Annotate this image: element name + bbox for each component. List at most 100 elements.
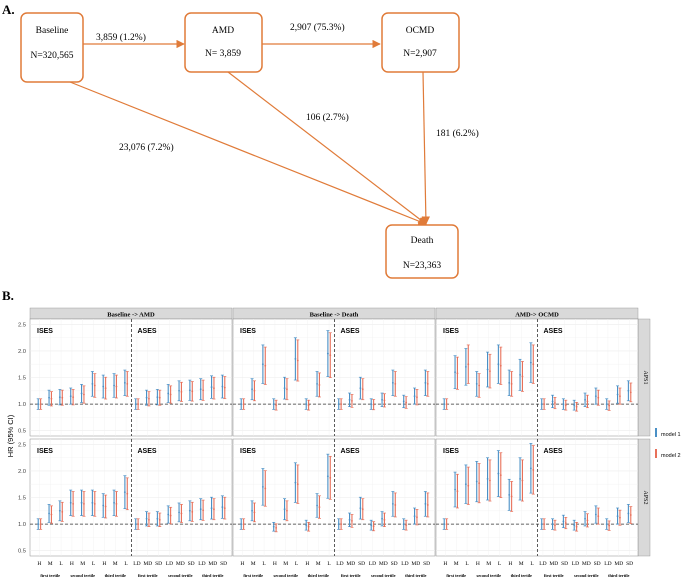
point-model-2 <box>318 506 321 508</box>
legend-label-model-2: model 2 <box>661 453 681 459</box>
point-model-1 <box>167 513 170 516</box>
point-model-2 <box>532 468 535 471</box>
point-model-1 <box>91 501 94 504</box>
point-model-1 <box>584 398 586 401</box>
point-model-2 <box>318 384 321 386</box>
x-tick-label: LD <box>539 561 546 567</box>
subpanel-label-ises: ISES <box>37 328 53 335</box>
point-model-1 <box>605 403 608 405</box>
point-model-2 <box>242 523 245 525</box>
point-model-1 <box>540 403 543 405</box>
point-model-2 <box>597 396 600 399</box>
x-tick-label: MD <box>176 561 185 567</box>
subpanel-label-ases: ASES <box>341 328 360 335</box>
point-model-2 <box>72 502 75 505</box>
point-model-1 <box>627 512 630 515</box>
point-model-2 <box>191 510 194 513</box>
point-model-2 <box>629 391 632 394</box>
point-model-1 <box>413 395 416 398</box>
node-death-name: Death <box>411 236 434 246</box>
y-tick-label: 1.0 <box>18 402 26 408</box>
point-model-1 <box>210 386 213 388</box>
x-tick-label: MD <box>379 561 388 567</box>
point-model-1 <box>529 467 532 470</box>
node-ocmd: OCMD N=2,907 <box>381 12 460 73</box>
x-tick-label: LD <box>369 561 376 567</box>
point-model-2 <box>329 354 332 357</box>
point-model-2 <box>158 518 161 521</box>
point-model-1 <box>443 403 446 405</box>
point-model-2 <box>253 389 256 392</box>
point-model-1 <box>551 523 554 525</box>
point-model-1 <box>529 361 532 364</box>
tertile-label: second tertile <box>71 573 96 578</box>
edge-baseline-death <box>69 81 427 226</box>
node-ocmd-count: N=2,907 <box>403 49 437 59</box>
tertile-label: second tertile <box>574 573 599 578</box>
point-model-1 <box>337 403 340 405</box>
x-tick-label: M <box>80 561 85 567</box>
point-model-2 <box>416 516 418 519</box>
point-model-1 <box>91 382 94 385</box>
point-model-1 <box>381 517 383 520</box>
tertile-label: first tertile <box>138 573 158 578</box>
point-model-1 <box>251 388 253 391</box>
point-model-2 <box>510 382 513 385</box>
point-model-2 <box>629 514 632 516</box>
tertile-label: first tertile <box>446 573 466 578</box>
row-strip-label: APS2 <box>642 490 648 504</box>
tertile-label: second tertile <box>477 573 502 578</box>
point-model-2 <box>394 382 397 385</box>
x-tick-label: M <box>316 561 321 567</box>
point-model-2 <box>296 359 299 362</box>
x-tick-label: LD <box>198 561 205 567</box>
point-model-1 <box>348 518 351 521</box>
point-model-2 <box>499 364 502 367</box>
point-model-1 <box>48 512 50 515</box>
point-model-2 <box>608 404 611 407</box>
point-model-2 <box>445 523 448 525</box>
x-tick-label: SD <box>626 561 633 567</box>
tertile-label: third tertile <box>202 573 223 578</box>
point-model-1 <box>464 365 467 368</box>
point-model-2 <box>104 505 107 508</box>
tertile-label: third tertile <box>511 573 532 578</box>
point-model-2 <box>307 525 310 528</box>
point-model-2 <box>61 510 64 513</box>
point-model-1 <box>475 480 478 483</box>
point-model-1 <box>305 403 308 405</box>
x-tick-label: L <box>327 561 331 567</box>
point-model-2 <box>554 402 556 404</box>
point-model-2 <box>202 389 205 392</box>
point-model-2 <box>137 403 140 405</box>
panel-a-label: A. <box>2 2 15 17</box>
point-model-2 <box>126 492 129 495</box>
point-model-2 <box>575 525 578 528</box>
y-tick-label: 1.5 <box>18 496 26 502</box>
x-tick-label: MD <box>143 561 152 567</box>
point-model-2 <box>286 388 288 391</box>
point-model-2 <box>180 390 183 393</box>
point-model-2 <box>340 523 343 525</box>
point-model-1 <box>145 396 148 399</box>
point-model-2 <box>191 390 194 393</box>
point-model-2 <box>137 523 140 525</box>
point-model-1 <box>134 523 137 525</box>
x-tick-label: H <box>240 561 244 567</box>
x-tick-label: LD <box>604 561 611 567</box>
x-tick-label: H <box>70 561 74 567</box>
x-tick-label: SD <box>358 561 365 567</box>
point-model-1 <box>316 504 318 507</box>
x-tick-label: SD <box>561 561 568 567</box>
point-model-1 <box>497 472 500 475</box>
point-model-1 <box>102 385 105 388</box>
point-model-2 <box>104 387 107 390</box>
point-model-1 <box>326 475 329 478</box>
point-model-1 <box>156 517 159 520</box>
y-tick-label: 2.5 <box>18 322 26 328</box>
point-model-1 <box>391 502 394 505</box>
point-model-2 <box>426 504 429 506</box>
point-model-1 <box>348 398 351 401</box>
point-model-1 <box>508 493 511 496</box>
subpanel-label-ases: ASES <box>138 328 157 335</box>
